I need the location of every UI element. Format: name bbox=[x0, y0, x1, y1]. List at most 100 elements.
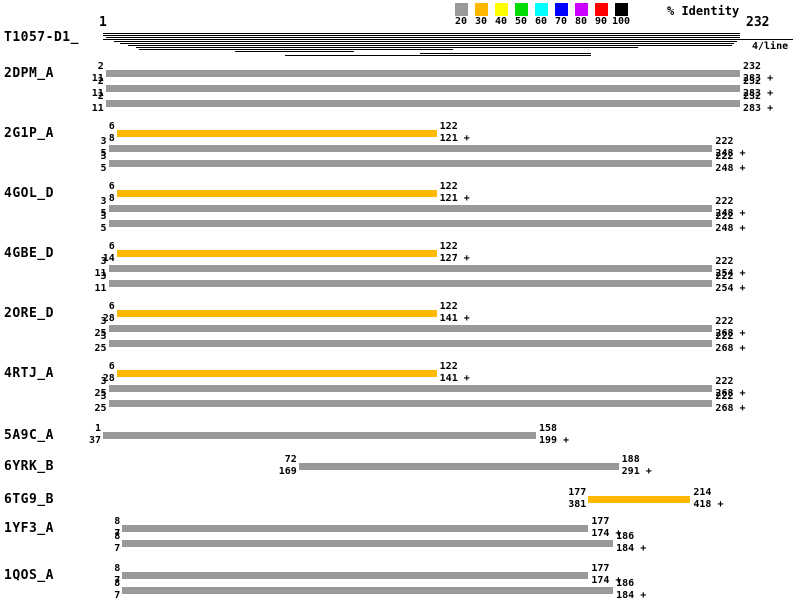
hit-start-label: 8 bbox=[108, 133, 115, 144]
query-end-label: 222 bbox=[715, 316, 734, 327]
legend-swatch-20 bbox=[455, 3, 468, 16]
hit-end-strand-label: 254 + bbox=[715, 283, 746, 294]
query-start-label: 3 bbox=[100, 271, 107, 282]
query-title: T1057-D1_ bbox=[4, 30, 79, 45]
alignment-bar-2G1P_A-3[interactable] bbox=[108, 160, 713, 167]
hit-end-strand-label: 418 + bbox=[693, 499, 724, 510]
alignment-bar-4GBE_D-3[interactable] bbox=[108, 280, 713, 287]
query-start-label: 8 bbox=[114, 531, 121, 542]
hit-end-strand-label: 184 + bbox=[616, 543, 647, 554]
hit-start-label: 5 bbox=[100, 223, 107, 234]
hit-start-label: 5 bbox=[100, 208, 107, 219]
query-start-label: 3 bbox=[100, 376, 107, 387]
query-end-label: 222 bbox=[715, 271, 734, 282]
query-end-label: 122 bbox=[439, 121, 458, 132]
alignment-bar-4GBE_D-1[interactable] bbox=[116, 250, 437, 257]
hit-end-strand-label: 268 + bbox=[715, 403, 746, 414]
legend-swatch-70 bbox=[555, 3, 568, 16]
query-end-label: 232 bbox=[743, 91, 762, 102]
legend-bin-label: 30 bbox=[474, 16, 488, 27]
legend-swatch-30 bbox=[475, 3, 488, 16]
hit-id-label: 4GOL_D bbox=[4, 186, 54, 201]
hit-start-label: 7 bbox=[114, 528, 121, 539]
legend-bin-label: 50 bbox=[514, 16, 528, 27]
alignment-bar-1YF3_A-2[interactable] bbox=[122, 540, 614, 547]
alignment-bar-2DPM_A-2[interactable] bbox=[105, 85, 740, 92]
hit-start-label: 11 bbox=[91, 73, 104, 84]
query-start-label: 3 bbox=[100, 196, 107, 207]
ruler-end-label: 232 bbox=[746, 15, 770, 30]
query-coverage-line bbox=[285, 55, 592, 56]
alignment-bar-2DPM_A-3[interactable] bbox=[105, 100, 740, 107]
hit-end-strand-label: 254 + bbox=[715, 268, 746, 279]
query-coverage-line bbox=[420, 53, 592, 54]
per-line-label: 4/line bbox=[752, 41, 789, 52]
hit-start-label: 28 bbox=[102, 373, 115, 384]
alignment-bar-4GOL_D-2[interactable] bbox=[108, 205, 713, 212]
hit-id-label: 1YF3_A bbox=[4, 521, 54, 536]
hit-end-strand-label: 283 + bbox=[743, 88, 774, 99]
query-start-label: 2 bbox=[97, 91, 104, 102]
query-end-label: 186 bbox=[616, 578, 635, 589]
query-coverage-line bbox=[235, 51, 354, 52]
query-end-label: 188 bbox=[621, 454, 640, 465]
query-start-label: 8 bbox=[114, 578, 121, 589]
hit-id-label: 4GBE_D bbox=[4, 246, 54, 261]
query-start-label: 8 bbox=[114, 516, 121, 527]
legend-bin-label: 90 bbox=[594, 16, 608, 27]
query-start-label: 6 bbox=[108, 361, 115, 372]
query-end-label: 158 bbox=[538, 423, 557, 434]
hit-end-strand-label: 248 + bbox=[715, 163, 746, 174]
query-start-label: 2 bbox=[97, 61, 104, 72]
hit-start-label: 14 bbox=[102, 253, 115, 264]
alignment-bar-1QOS_A-2[interactable] bbox=[122, 587, 614, 594]
alignment-bar-2DPM_A-1[interactable] bbox=[105, 70, 740, 77]
alignment-bar-4GOL_D-3[interactable] bbox=[108, 220, 713, 227]
query-end-label: 222 bbox=[715, 331, 734, 342]
alignment-bar-4GOL_D-1[interactable] bbox=[116, 190, 437, 197]
query-end-label: 122 bbox=[439, 181, 458, 192]
query-end-label: 232 bbox=[743, 76, 762, 87]
query-end-label: 232 bbox=[743, 61, 762, 72]
ruler-line bbox=[103, 39, 793, 40]
alignment-bar-6TG9_B-1[interactable] bbox=[588, 496, 691, 503]
query-coverage-line bbox=[103, 35, 740, 36]
alignment-bar-1QOS_A-1[interactable] bbox=[122, 572, 589, 579]
hit-start-label: 381 bbox=[568, 499, 587, 510]
alignment-bar-2ORE_D-3[interactable] bbox=[108, 340, 713, 347]
query-start-label: 1 bbox=[94, 423, 101, 434]
identity-legend: 20 30 40 50 60 70 80 90 100 % Identity bbox=[0, 0, 800, 28]
alignment-bar-1YF3_A-1[interactable] bbox=[122, 525, 589, 532]
query-start-label: 6 bbox=[108, 241, 115, 252]
hit-id-label: 2G1P_A bbox=[4, 126, 54, 141]
query-start-label: 8 bbox=[114, 563, 121, 574]
alignment-bar-2G1P_A-1[interactable] bbox=[116, 130, 437, 137]
alignment-bar-2ORE_D-2[interactable] bbox=[108, 325, 713, 332]
alignment-bar-4RTJ_A-1[interactable] bbox=[116, 370, 437, 377]
query-coverage-line bbox=[136, 47, 638, 48]
hit-start-label: 7 bbox=[114, 575, 121, 586]
hit-start-label: 11 bbox=[94, 283, 107, 294]
hit-end-strand-label: 141 + bbox=[439, 313, 470, 324]
query-coverage-line bbox=[105, 37, 740, 38]
alignment-bar-6YRK_B-1[interactable] bbox=[298, 463, 619, 470]
legend-bin-label: 70 bbox=[554, 16, 568, 27]
alignment-bar-5A9C_A-1[interactable] bbox=[103, 432, 536, 439]
alignment-bar-2ORE_D-1[interactable] bbox=[116, 310, 437, 317]
hit-start-label: 37 bbox=[88, 435, 101, 446]
legend-swatch-100 bbox=[615, 3, 628, 16]
hit-start-label: 8 bbox=[108, 193, 115, 204]
hit-end-strand-label: 174 + bbox=[591, 528, 622, 539]
hit-start-label: 5 bbox=[100, 148, 107, 159]
alignment-bar-4RTJ_A-2[interactable] bbox=[108, 385, 713, 392]
hit-start-label: 7 bbox=[114, 590, 121, 600]
hit-start-label: 11 bbox=[91, 88, 104, 99]
query-start-label: 6 bbox=[108, 301, 115, 312]
hit-id-label: 2DPM_A bbox=[4, 66, 54, 81]
alignment-bar-2G1P_A-2[interactable] bbox=[108, 145, 713, 152]
alignment-bar-4RTJ_A-3[interactable] bbox=[108, 400, 713, 407]
hit-end-strand-label: 283 + bbox=[743, 73, 774, 84]
legend-swatch-60 bbox=[535, 3, 548, 16]
hit-end-strand-label: 121 + bbox=[439, 193, 470, 204]
alignment-bar-4GBE_D-2[interactable] bbox=[108, 265, 713, 272]
